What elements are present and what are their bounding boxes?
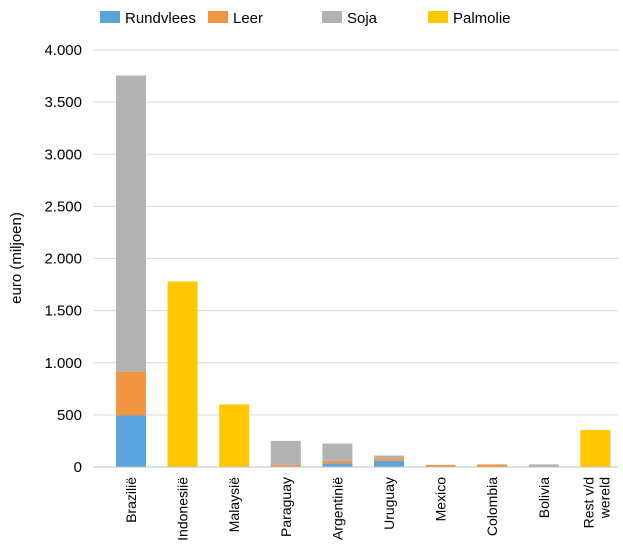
bar-segment <box>167 281 198 467</box>
legend-label: Palmolie <box>453 10 511 27</box>
legend-item: Soja <box>322 10 378 27</box>
bar-segment <box>116 75 146 372</box>
bar-segment <box>322 443 353 461</box>
bar-segment <box>374 460 404 467</box>
svg-text:Uruguay: Uruguay <box>381 477 397 530</box>
bar-segment <box>322 463 353 467</box>
bar-segment <box>425 464 456 467</box>
y-tick-label: 2.000 <box>44 251 82 268</box>
svg-text:Mexico: Mexico <box>433 477 449 522</box>
y-tick-label: 2.500 <box>44 198 82 215</box>
legend-item: Palmolie <box>428 10 511 27</box>
y-tick-label: 4.000 <box>44 42 82 59</box>
x-tick-label: Argentinië <box>329 477 345 540</box>
svg-text:Rest v/d: Rest v/d <box>580 477 596 528</box>
bar-segment <box>477 464 508 467</box>
y-tick-label: 500 <box>57 407 82 424</box>
y-tick-labels: 0 500 1.000 1.500 2.000 2.500 3.000 3.500 4.000 <box>44 42 82 476</box>
legend: Rundvlees Leer Soja Palmolie <box>100 10 511 27</box>
x-tick-label: Rest v/d wereld <box>580 477 612 528</box>
x-tick-label: Bolivia <box>536 477 552 518</box>
x-tick-label: Uruguay <box>381 477 397 530</box>
bar-segment <box>580 429 611 467</box>
y-tick-label: 1.500 <box>44 303 82 320</box>
y-axis-title: euro (miljoen) <box>8 212 25 304</box>
bar-segment <box>219 404 250 467</box>
bar-segment <box>270 440 301 465</box>
x-tick-label: Indonesiië <box>175 477 191 541</box>
x-tick-label: Paraguay <box>278 477 294 537</box>
svg-text:Paraguay: Paraguay <box>278 477 294 537</box>
legend-label: Rundvlees <box>125 10 196 27</box>
legend-swatch <box>100 11 120 23</box>
x-tick-label: Colombia <box>484 477 500 536</box>
bar-segment <box>374 455 404 459</box>
legend-item: Rundvlees <box>100 10 196 27</box>
y-tick-label: 0 <box>74 459 82 476</box>
legend-item: Leer <box>208 10 263 27</box>
bar-segment <box>322 460 353 464</box>
bars <box>116 75 611 467</box>
legend-swatch <box>322 11 342 23</box>
svg-text:Malaysië: Malaysië <box>226 477 242 532</box>
bar-segment <box>116 371 146 416</box>
y-tick-label: 3.000 <box>44 146 82 163</box>
x-tick-label: Brazilië <box>123 477 139 523</box>
bar-segment <box>528 464 559 467</box>
svg-text:wereld: wereld <box>596 477 612 519</box>
svg-text:Indonesiië: Indonesiië <box>175 477 191 541</box>
bar-segment <box>116 415 146 467</box>
bar-segment <box>374 458 404 461</box>
legend-swatch <box>208 11 228 23</box>
x-tick-labels: Brazilië Indonesiië Malaysië Paraguay Argent… <box>123 477 612 541</box>
legend-swatch <box>428 11 448 23</box>
x-tick-label: Malaysië <box>226 477 242 532</box>
y-tick-label: 3.500 <box>44 94 82 111</box>
svg-text:Argentinië: Argentinië <box>329 477 345 540</box>
legend-label: Leer <box>233 10 263 27</box>
x-tick-label: Mexico <box>433 477 449 522</box>
legend-label: Soja <box>347 10 378 27</box>
y-tick-label: 1.000 <box>44 355 82 372</box>
bar-segment <box>270 464 301 467</box>
svg-text:Colombia: Colombia <box>484 477 500 536</box>
svg-text:Brazilië: Brazilië <box>123 477 139 523</box>
svg-text:Bolivia: Bolivia <box>536 477 552 518</box>
